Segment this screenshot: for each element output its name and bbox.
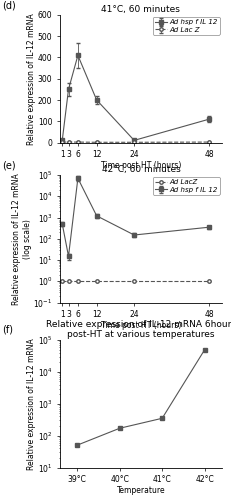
Y-axis label: Relative expression of IL-12 mRNA: Relative expression of IL-12 mRNA (27, 13, 36, 144)
Line: Ad LacZ: Ad LacZ (61, 280, 211, 283)
Title: 41°C, 60 minutes: 41°C, 60 minutes (101, 5, 180, 14)
Legend: Ad LacZ, Ad hsp f IL 12: Ad LacZ, Ad hsp f IL 12 (152, 177, 220, 194)
Text: (e): (e) (2, 160, 16, 170)
Ad LacZ (76, 278, 79, 284)
Y-axis label: Relative expression of IL-12 mRNA
(log scale): Relative expression of IL-12 mRNA (log s… (12, 173, 32, 304)
Title: Relative expression of IL-12 mRNA 6hours
post-HT at various temperatures: Relative expression of IL-12 mRNA 6hours… (46, 320, 231, 339)
Ad LacZ (67, 278, 70, 284)
Ad LacZ (61, 278, 64, 284)
Ad LacZ (95, 278, 98, 284)
Title: 42°C, 60 minutes: 42°C, 60 minutes (102, 165, 180, 174)
Ad LacZ (208, 278, 211, 284)
X-axis label: Temperature: Temperature (117, 486, 165, 494)
X-axis label: Time post HT (hours): Time post HT (hours) (101, 160, 181, 170)
Text: (f): (f) (2, 325, 13, 335)
X-axis label: Time post HT (hours): Time post HT (hours) (101, 320, 181, 330)
Y-axis label: Relative expression of IL-12 mRNA: Relative expression of IL-12 mRNA (27, 338, 36, 469)
Text: (d): (d) (2, 0, 16, 10)
Ad LacZ (133, 278, 136, 284)
Legend: Ad hsp f IL 12, Ad Lac Z: Ad hsp f IL 12, Ad Lac Z (152, 17, 220, 34)
